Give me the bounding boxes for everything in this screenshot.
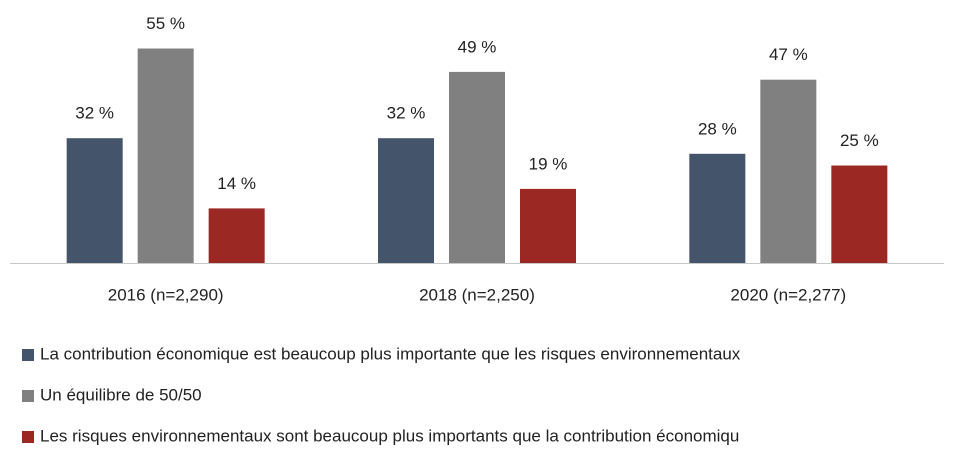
x-tick-label: 2020 (n=2,277) [730,285,846,304]
legend-swatch [22,390,34,402]
legend-label: Les risques environnementaux sont beauco… [40,426,739,445]
value-label: 49 % [458,37,497,56]
bar [378,138,434,263]
value-label: 14 % [217,174,256,193]
legend-label: La contribution économique est beaucoup … [40,344,741,363]
bar [137,48,194,263]
x-tick-label: 2016 (n=2,290) [108,285,224,304]
bar [760,79,817,263]
value-label: 32 % [387,104,426,123]
value-label: 47 % [769,45,808,64]
bar [208,208,265,263]
legend-swatch [22,349,34,361]
bar [449,71,505,264]
legend-swatch [22,431,34,443]
legend-label: Un équilibre de 50/50 [40,385,202,404]
value-label: 32 % [75,104,114,123]
bar [520,188,576,263]
x-tick-label: 2018 (n=2,250) [419,285,535,304]
bar [831,165,888,263]
bar [66,138,123,263]
bar [689,153,746,263]
value-label: 55 % [146,14,185,33]
value-label: 25 % [840,131,879,150]
value-label: 19 % [529,154,568,173]
value-label: 28 % [698,119,737,138]
